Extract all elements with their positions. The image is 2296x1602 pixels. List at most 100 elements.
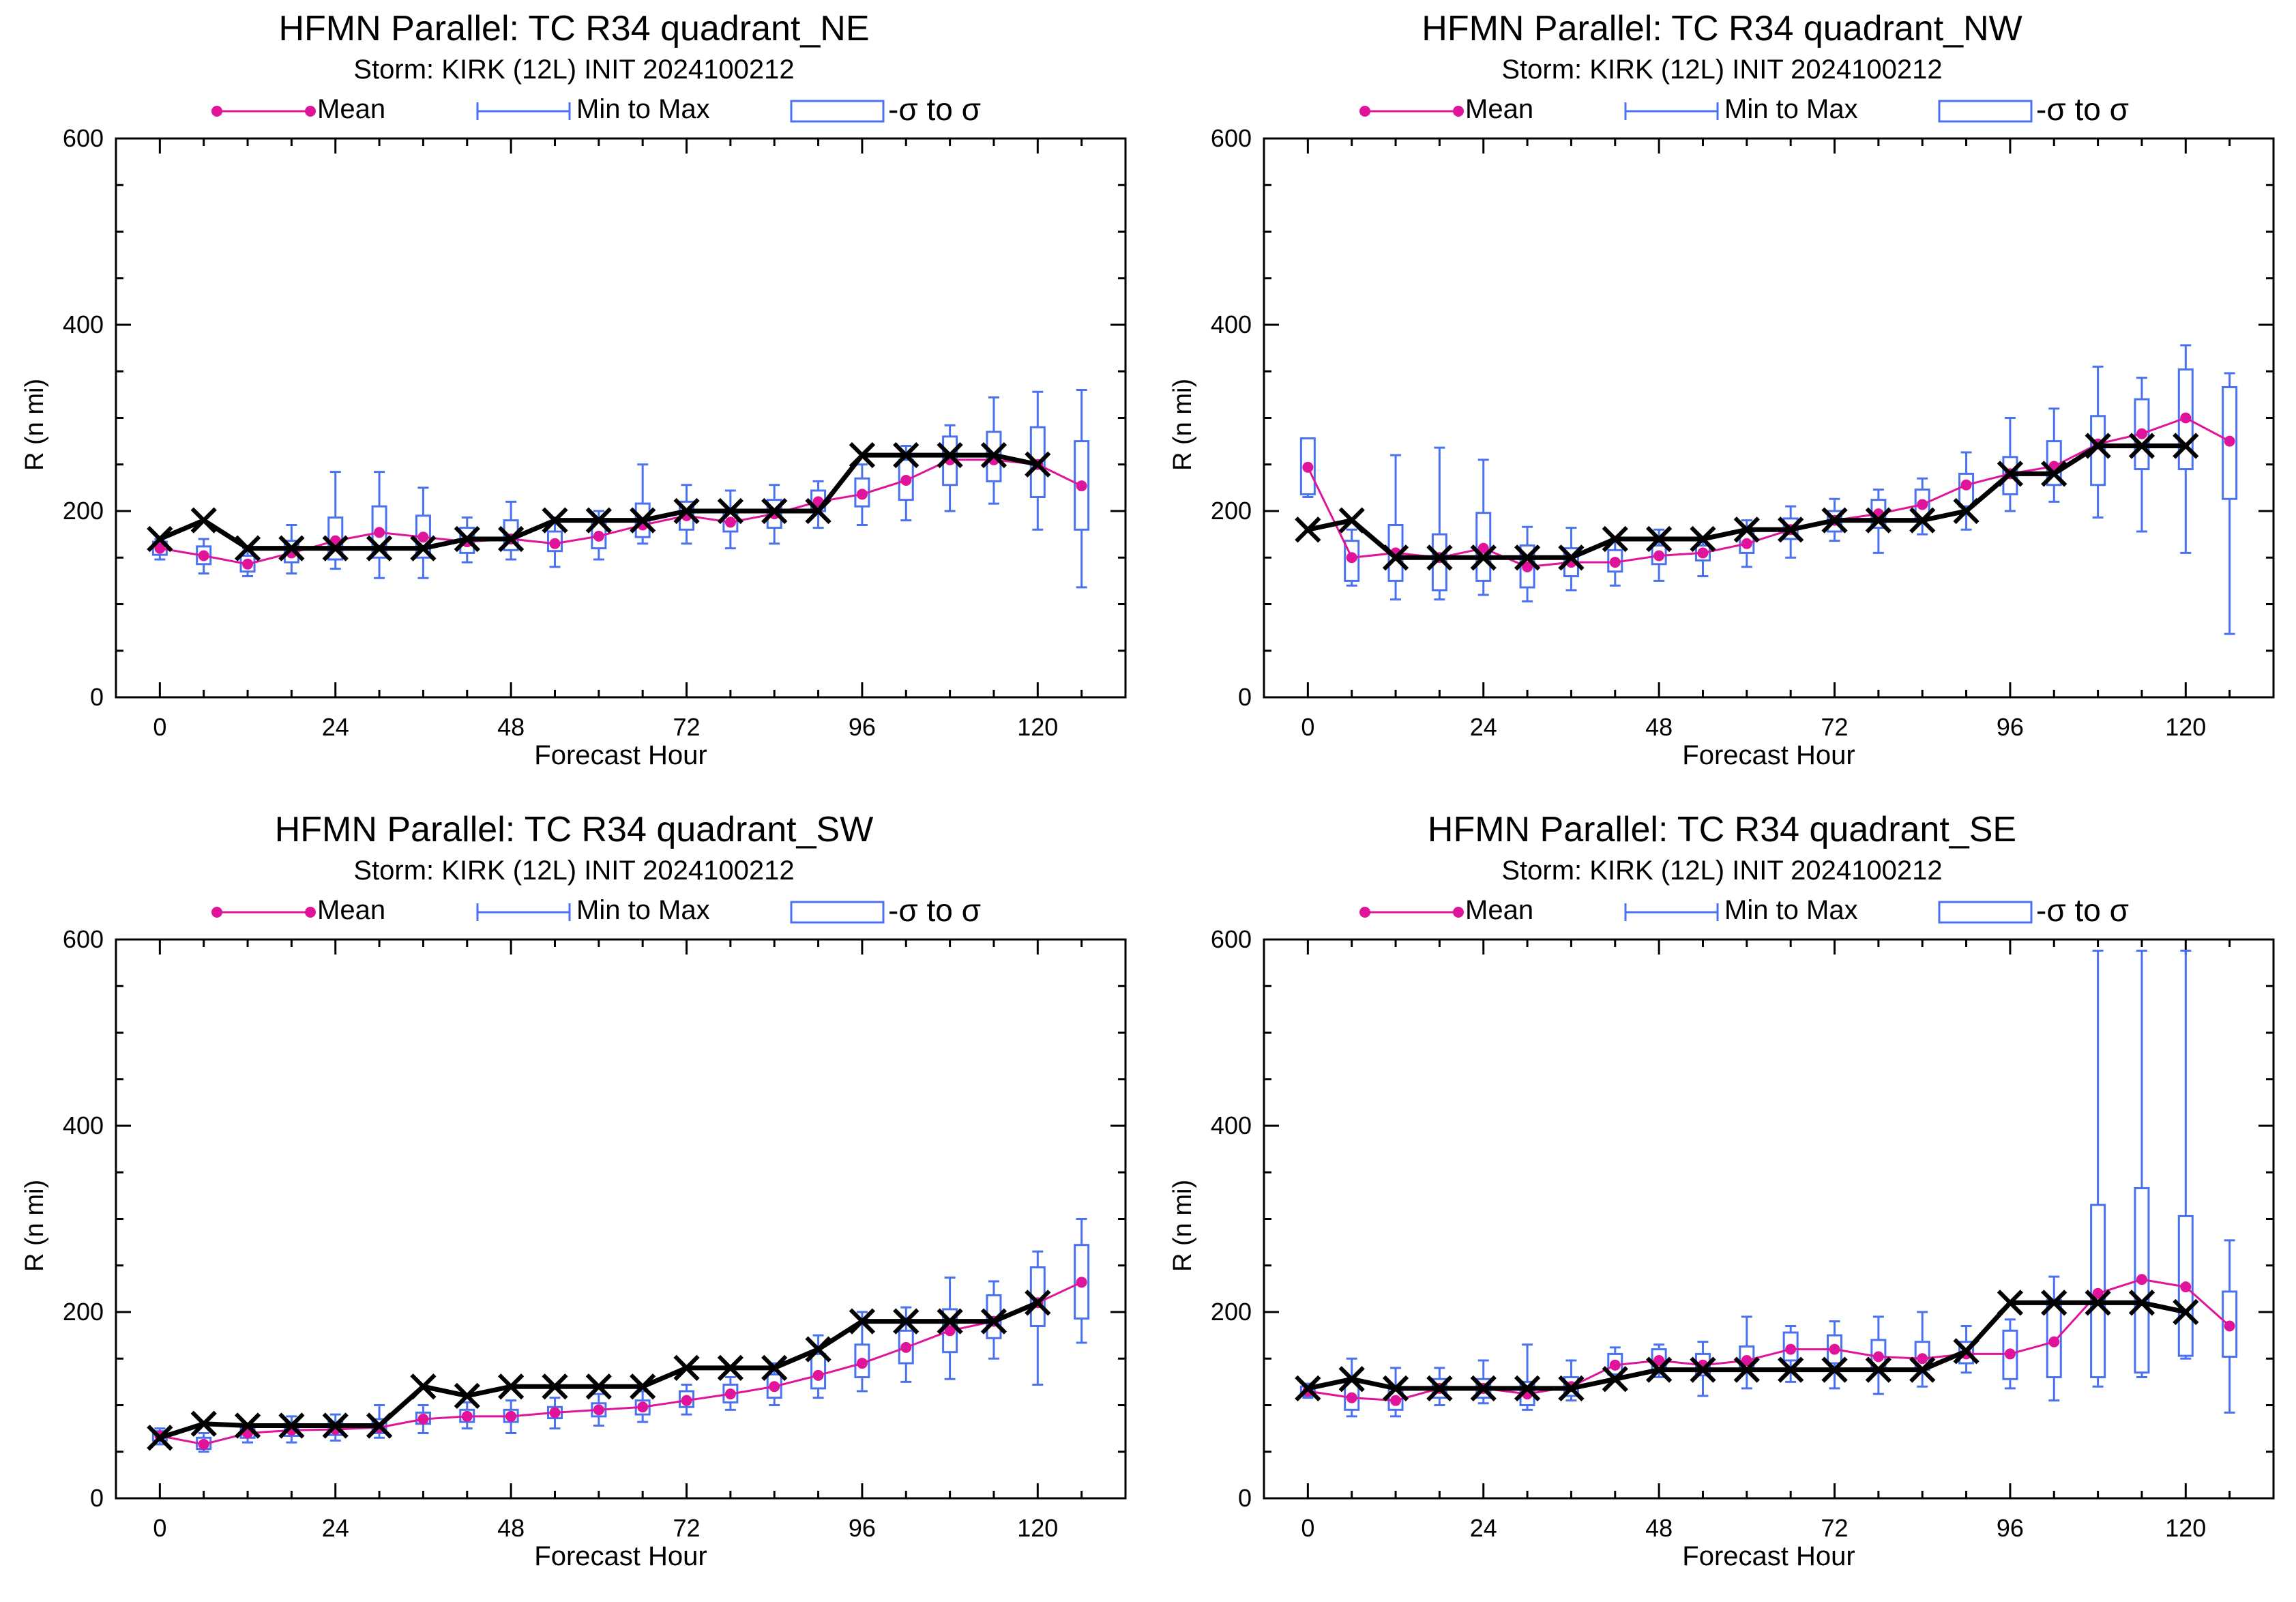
track-marker bbox=[937, 441, 963, 469]
mean-marker bbox=[242, 558, 254, 570]
mean-marker bbox=[1960, 479, 1972, 491]
track-marker-stroke bbox=[585, 1373, 612, 1400]
track-marker-stroke bbox=[1997, 461, 2024, 487]
track-marker bbox=[717, 497, 744, 525]
x-tick-label: 24 bbox=[322, 713, 349, 741]
track-marker-stroke bbox=[1382, 1375, 1409, 1402]
mean-marker bbox=[2224, 1320, 2235, 1332]
track-marker-stroke bbox=[147, 1425, 173, 1451]
track-marker-stroke bbox=[980, 441, 1007, 469]
mean-marker bbox=[1741, 538, 1752, 549]
legend-sigma-label: -σ to σ bbox=[888, 91, 982, 127]
track-marker bbox=[2128, 433, 2155, 459]
mean-marker bbox=[1390, 1395, 1402, 1406]
track-marker bbox=[673, 1354, 700, 1382]
y-tick-label: 600 bbox=[1211, 124, 1252, 152]
track-marker-stroke bbox=[673, 1354, 700, 1382]
track-marker bbox=[1690, 1356, 1716, 1383]
track-marker bbox=[849, 1308, 876, 1335]
mean-marker bbox=[1346, 1392, 1357, 1403]
track-marker-stroke bbox=[1338, 507, 1365, 534]
x-tick-label: 0 bbox=[153, 1514, 166, 1542]
track-marker-stroke bbox=[498, 1373, 525, 1400]
track-marker bbox=[147, 525, 173, 553]
track-marker bbox=[1338, 507, 1365, 534]
mean-marker bbox=[1697, 547, 1709, 559]
y-tick-label: 200 bbox=[1211, 1298, 1252, 1326]
track-marker-stroke bbox=[410, 535, 437, 562]
track-marker-stroke bbox=[1690, 1356, 1716, 1383]
track-marker-stroke bbox=[542, 507, 568, 534]
track-marker bbox=[1821, 1356, 1848, 1383]
track-marker-stroke bbox=[1602, 525, 1628, 553]
legend-mean-marker bbox=[1453, 106, 1464, 117]
track-marker-stroke bbox=[1733, 1356, 1760, 1383]
track-marker-stroke bbox=[542, 1373, 568, 1400]
track-marker-stroke bbox=[2128, 1290, 2155, 1316]
track-marker-stroke bbox=[1295, 516, 1321, 543]
track-marker-stroke bbox=[805, 1336, 831, 1363]
track-marker bbox=[1997, 1290, 2024, 1316]
track-marker bbox=[2173, 1298, 2199, 1326]
track-marker bbox=[366, 535, 393, 562]
track-marker-stroke bbox=[234, 535, 261, 562]
legend-sigma-label: -σ to σ bbox=[888, 892, 982, 928]
chart-plot: 0 200 400 600 0 24 48 72 96 120 bbox=[63, 100, 1127, 741]
x-tick-label: 24 bbox=[1470, 713, 1497, 741]
track-marker-stroke bbox=[498, 525, 525, 553]
track-marker-stroke bbox=[2085, 433, 2111, 459]
track-marker-stroke bbox=[1997, 1290, 2024, 1316]
track-marker-stroke bbox=[937, 441, 963, 469]
mean-marker bbox=[593, 530, 604, 542]
track-marker bbox=[498, 1373, 525, 1400]
mean-marker bbox=[593, 1404, 604, 1416]
track-marker-stroke bbox=[630, 507, 656, 534]
mean-marker bbox=[1741, 1354, 1752, 1366]
track-marker-stroke bbox=[1953, 1338, 1979, 1365]
track-marker-stroke bbox=[630, 1373, 656, 1400]
x-tick-label: 72 bbox=[1821, 1514, 1848, 1542]
track-marker-stroke bbox=[1821, 1356, 1848, 1383]
y-tick-label: 200 bbox=[1211, 497, 1252, 525]
mean-line bbox=[160, 1281, 1083, 1446]
mean-marker bbox=[724, 1388, 736, 1400]
track-marker-stroke bbox=[2085, 1290, 2111, 1316]
track-marker bbox=[1997, 461, 2024, 487]
track-marker bbox=[1733, 516, 1760, 543]
track-marker bbox=[1909, 507, 1936, 534]
track-marker bbox=[1733, 1356, 1760, 1383]
x-axis-label: Forecast Hour bbox=[1682, 1541, 1855, 1571]
chart-title: HFMN Parallel: TC R34 quadrant_SE bbox=[1427, 810, 2017, 849]
track-marker bbox=[1602, 525, 1628, 553]
legend-mean-marker bbox=[211, 907, 222, 918]
chart-title: HFMN Parallel: TC R34 quadrant_NW bbox=[1422, 9, 2022, 48]
y-tick-label: 600 bbox=[63, 124, 104, 152]
track-marker-stroke bbox=[322, 535, 349, 562]
legend-mean-label: Mean bbox=[1465, 94, 1534, 124]
chart-plot: 0 200 400 600 0 24 48 72 96 120 bbox=[63, 901, 1127, 1542]
track-marker-stroke bbox=[1514, 544, 1541, 571]
track-marker-stroke bbox=[1470, 544, 1497, 571]
chart-panel-ne: HFMN Parallel: TC R34 quadrant_NE Storm:… bbox=[0, 0, 1148, 801]
legend-mean-label: Mean bbox=[317, 895, 386, 925]
track-marker-stroke bbox=[234, 1412, 261, 1439]
track-marker bbox=[1558, 1375, 1585, 1402]
track-marker bbox=[1865, 507, 1892, 534]
track-marker bbox=[1865, 1356, 1892, 1383]
plot-frame bbox=[115, 137, 1127, 699]
x-tick-label: 120 bbox=[1017, 1514, 1058, 1542]
track-marker bbox=[1470, 544, 1497, 571]
track-marker-stroke bbox=[366, 535, 393, 562]
track-marker bbox=[585, 507, 612, 534]
mean-marker bbox=[505, 1410, 517, 1422]
track-marker bbox=[1821, 507, 1848, 534]
track-marker-stroke bbox=[1025, 1290, 1051, 1316]
track-marker-stroke bbox=[1821, 507, 1848, 534]
mean-marker bbox=[1917, 1353, 1928, 1365]
track-marker bbox=[1514, 544, 1541, 571]
track-marker-stroke bbox=[1025, 451, 1051, 478]
mean-marker bbox=[2136, 1274, 2147, 1285]
mean-marker bbox=[417, 531, 429, 543]
track-marker bbox=[1690, 525, 1716, 553]
track-marker bbox=[2128, 1290, 2155, 1316]
